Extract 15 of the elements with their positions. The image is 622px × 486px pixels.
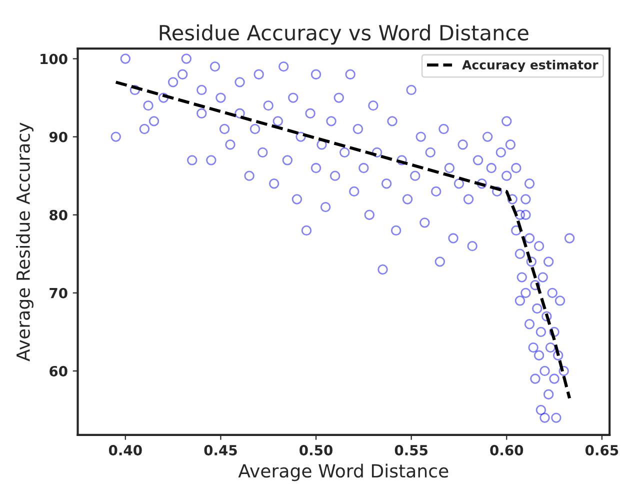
x-tick-label: 0.40 — [108, 444, 142, 456]
x-tick-label: 0.50 — [300, 444, 332, 456]
x-tick-label: 0.45 — [204, 444, 237, 456]
legend-label: Accuracy estimator — [462, 60, 598, 72]
y-axis-title: Average Residue Accuracy — [16, 122, 34, 362]
x-tick-label: 0.65 — [585, 444, 618, 456]
y-tick-label: 90 — [49, 132, 68, 142]
y-tick-label: 80 — [50, 210, 68, 220]
x-axis-title: Average Word Distance — [238, 464, 448, 482]
chart-title: Residue Accuracy vs Word Distance — [160, 24, 528, 45]
y-tick-label: 100 — [40, 54, 68, 64]
x-tick-label: 0.60 — [490, 444, 524, 456]
y-tick-label: 70 — [50, 288, 68, 298]
x-tick-label: 0.55 — [394, 444, 428, 456]
y-tick-label: 60 — [50, 366, 68, 376]
